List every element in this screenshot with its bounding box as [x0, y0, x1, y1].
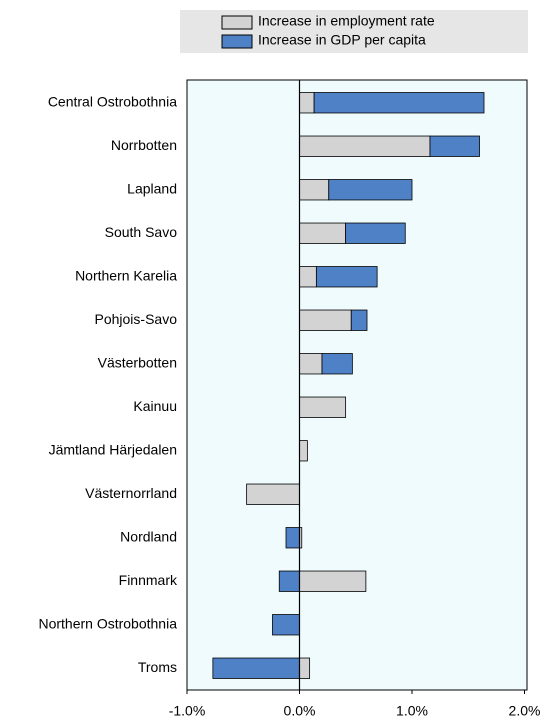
x-tick-label: 2.0% [509, 703, 541, 719]
legend-swatch [221, 15, 253, 30]
y-tick-label: Nordland [120, 528, 177, 544]
y-tick-label: Jämtland Härjedalen [49, 441, 177, 457]
y-tick-label: Norrbotten [111, 137, 177, 153]
bar [272, 614, 300, 636]
bar [350, 309, 368, 331]
bar [299, 440, 308, 462]
y-tick-label: Northern Karelia [75, 267, 177, 283]
y-tick-label: Finnmark [119, 572, 178, 588]
y-tick-label: Troms [138, 659, 177, 675]
bar [299, 135, 431, 157]
legend-label: Increase in GDP per capita [258, 32, 426, 48]
bar [299, 396, 347, 418]
bar [345, 222, 406, 244]
bar [299, 266, 317, 288]
y-tick-label: Northern Ostrobothnia [38, 615, 177, 631]
bar [328, 179, 413, 201]
y-tick-label: South Savo [105, 224, 178, 240]
bar [299, 222, 347, 244]
bar [321, 353, 353, 375]
y-tick-label: Lapland [127, 180, 177, 196]
y-tick-label: Västernorrland [85, 485, 177, 501]
plot-area [186, 79, 528, 691]
x-tick-label: 0.0% [284, 703, 316, 719]
y-tick-label: Kainuu [133, 398, 177, 414]
bar [285, 527, 300, 549]
y-tick-label: Västerbotten [98, 354, 177, 370]
bar [315, 266, 378, 288]
bar [299, 570, 367, 592]
bar [299, 179, 330, 201]
bar [299, 92, 315, 114]
x-tick-label: 1.0% [396, 703, 428, 719]
bar [299, 309, 352, 331]
y-tick-label: Central Ostrobothnia [48, 93, 177, 109]
legend-label: Increase in employment rate [258, 13, 435, 29]
bar [246, 483, 300, 505]
bar [212, 657, 300, 679]
bar [299, 657, 311, 679]
x-tick-label: -1.0% [169, 703, 206, 719]
bar [313, 92, 485, 114]
bar [299, 353, 323, 375]
bar [429, 135, 480, 157]
legend-swatch [221, 34, 253, 49]
y-tick-label: Pohjois-Savo [95, 311, 178, 327]
bar [278, 570, 300, 592]
